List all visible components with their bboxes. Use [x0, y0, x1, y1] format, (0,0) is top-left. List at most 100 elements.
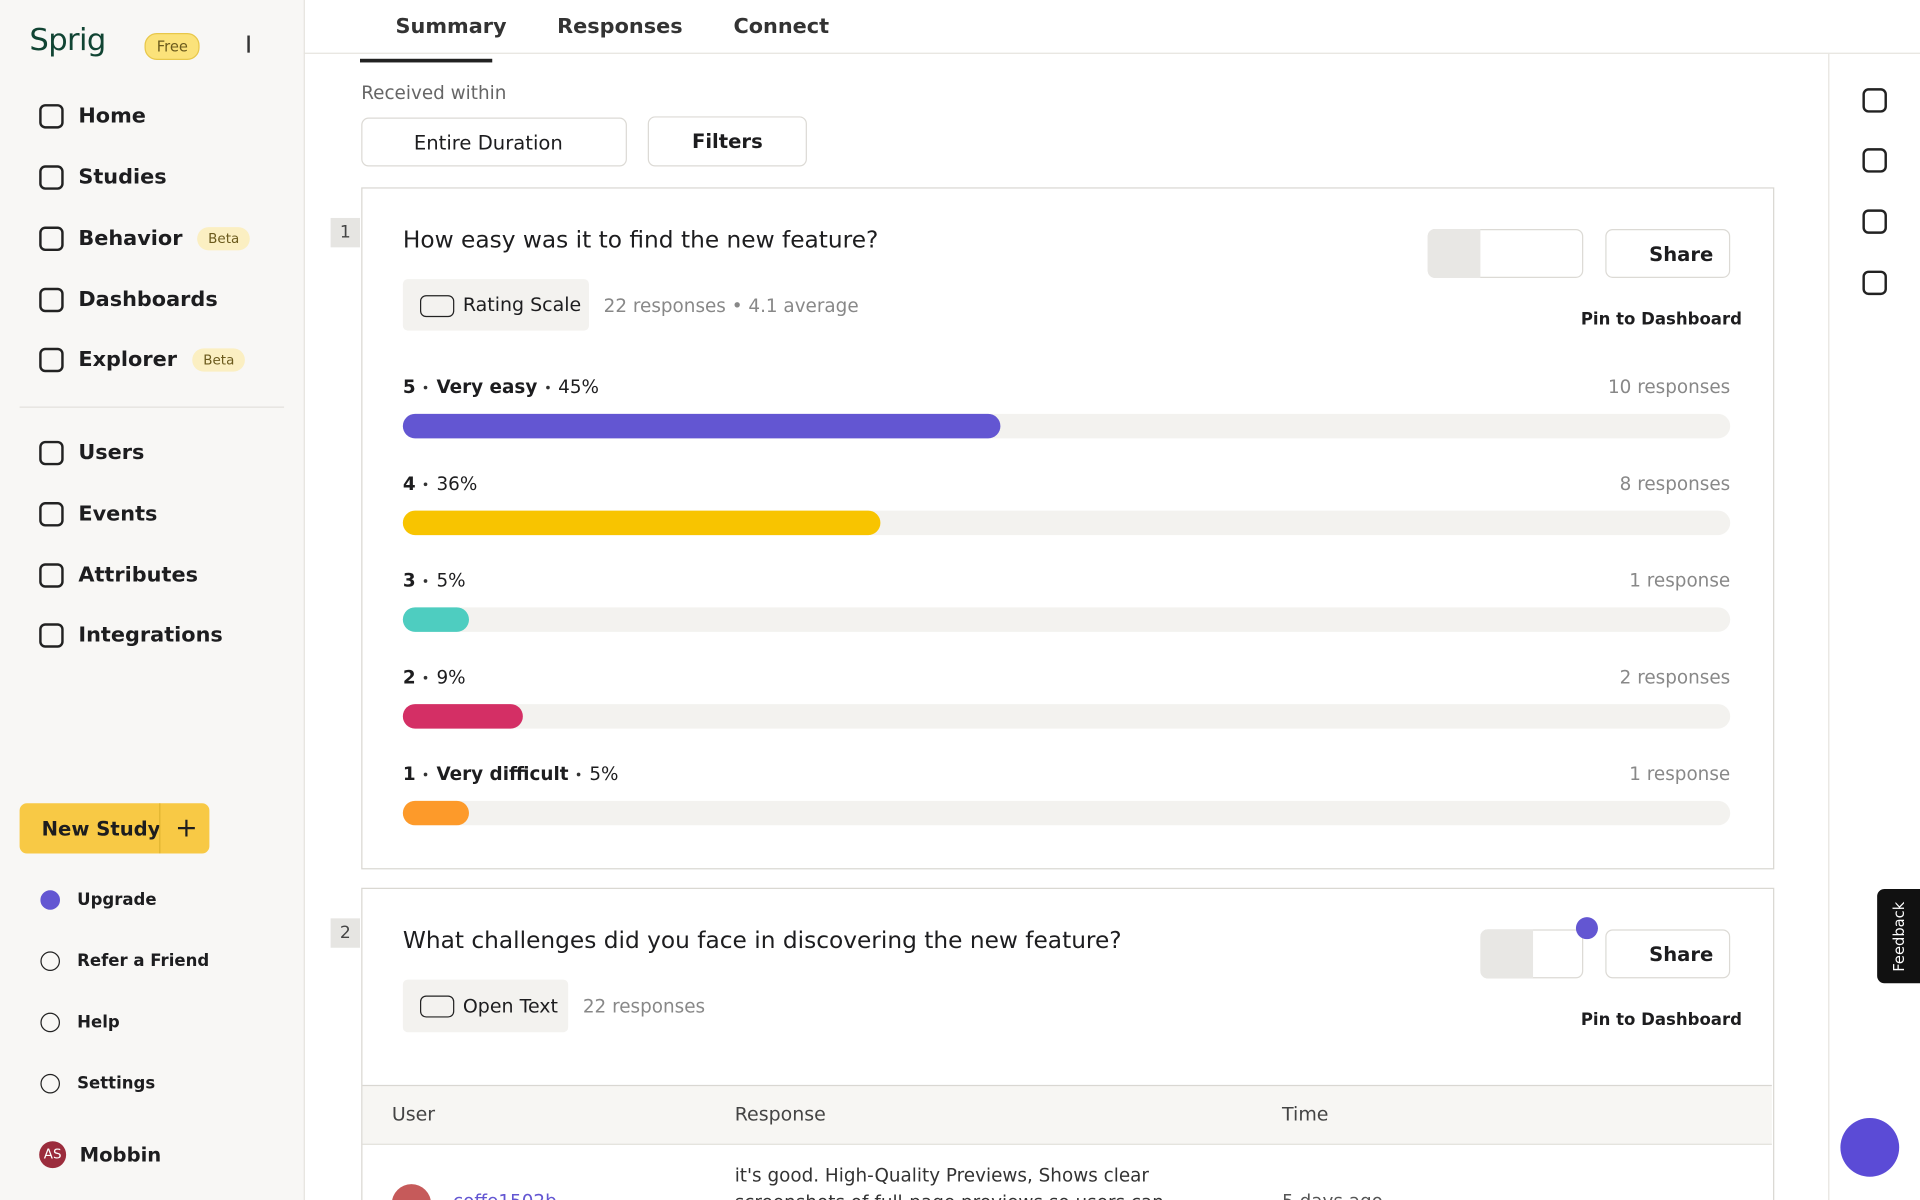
- beta-badge: Beta: [192, 348, 246, 372]
- option-percent: 9%: [436, 666, 466, 689]
- option-score: 2: [402, 666, 416, 689]
- filters-button[interactable]: Filters: [647, 116, 807, 167]
- rail-icon[interactable]: [1862, 148, 1887, 173]
- option-score: 5: [402, 375, 416, 398]
- share-button[interactable]: Share: [1605, 929, 1731, 979]
- question-type: Rating Scale: [402, 279, 589, 331]
- option-percent: 5%: [589, 762, 619, 785]
- option-percent: 45%: [558, 375, 599, 398]
- tab-underline: [360, 58, 493, 63]
- column-header: Response: [734, 1103, 826, 1126]
- question-type: Open Text: [402, 979, 569, 1033]
- type-icon: [420, 995, 455, 1018]
- nav-icon: [39, 104, 64, 129]
- column-header: User: [391, 1103, 436, 1126]
- option-score: 4: [402, 472, 416, 495]
- nav-item[interactable]: Explorer: [78, 347, 178, 373]
- pin-button[interactable]: Pin to Dashboard: [1580, 309, 1742, 330]
- type-icon: [420, 295, 455, 318]
- option-label: 2 9%: [403, 666, 466, 688]
- menu-item[interactable]: Refer a Friend: [77, 951, 210, 972]
- filter-label: Received within: [361, 82, 507, 105]
- bar-track: [402, 413, 1731, 439]
- beta-badge: Beta: [197, 227, 251, 251]
- column-header: Time: [1282, 1103, 1329, 1126]
- menu-icon: [40, 1012, 60, 1033]
- option-text: Very easy: [436, 375, 538, 398]
- tab[interactable]: Summary: [395, 14, 507, 40]
- feedback-tab[interactable]: [1877, 888, 1920, 984]
- toggle-active[interactable]: [1480, 929, 1534, 979]
- nav-icon: [39, 563, 64, 588]
- option-responses: 8 responses: [1619, 472, 1731, 495]
- nav-item[interactable]: Users: [78, 440, 145, 466]
- bar: [402, 607, 470, 632]
- nav-item[interactable]: Studies: [78, 165, 167, 190]
- rail-icon[interactable]: [1862, 209, 1887, 234]
- cell-time: 5 days ago: [1282, 1190, 1383, 1200]
- option-score: 1: [402, 762, 416, 785]
- menu-icon: [40, 890, 60, 910]
- cell-response: it's good. High-Quality Previews, Shows …: [734, 1164, 1164, 1200]
- plus-icon[interactable]: +: [175, 813, 198, 844]
- nav-item[interactable]: Events: [78, 502, 158, 527]
- divider: [19, 406, 285, 408]
- nav-item[interactable]: Integrations: [78, 623, 223, 648]
- nav-icon: [39, 226, 64, 252]
- share-button[interactable]: Share: [1605, 228, 1731, 278]
- menu-item[interactable]: Upgrade: [77, 890, 157, 910]
- rail-icon[interactable]: [1862, 88, 1887, 113]
- bar-track: [402, 510, 1731, 536]
- toggle-active[interactable]: [1427, 228, 1481, 278]
- question-meta: 22 responses • 4.1 average: [603, 295, 859, 318]
- bar: [402, 413, 1001, 439]
- nav-item[interactable]: Attributes: [78, 563, 198, 588]
- cell-user[interactable]: coffe1502b: [453, 1190, 557, 1200]
- separator: [424, 578, 428, 583]
- nav-icon: [39, 440, 64, 466]
- option-label: 4 36%: [403, 473, 477, 495]
- tab-border: [303, 52, 1920, 54]
- tab[interactable]: Connect: [733, 14, 830, 40]
- nav-item[interactable]: Behavior: [78, 226, 183, 252]
- separator: [424, 385, 428, 389]
- pin-button[interactable]: Pin to Dashboard: [1580, 1010, 1742, 1030]
- nav-icon: [39, 165, 64, 190]
- option-responses: 1 response: [1629, 569, 1731, 592]
- nav-icon: [39, 287, 64, 313]
- nav-icon: [39, 502, 64, 527]
- user-avatar: [391, 1184, 432, 1200]
- menu-item[interactable]: Help: [77, 1012, 120, 1033]
- user-name[interactable]: Mobbin: [79, 1143, 162, 1167]
- separator: [577, 772, 581, 776]
- option-text: Very difficult: [436, 762, 569, 785]
- option-label: 3 5%: [403, 569, 466, 591]
- question-title: How easy was it to find the new feature?: [402, 226, 879, 254]
- question-title: What challenges did you face in discover…: [402, 926, 1122, 954]
- feedback-label: Feedback: [1890, 901, 1908, 972]
- collapse-button[interactable]: [247, 35, 267, 53]
- tab[interactable]: Responses: [557, 14, 683, 40]
- nav-item[interactable]: Home: [78, 104, 146, 129]
- separator: [424, 772, 428, 776]
- rail-border: [1828, 53, 1830, 1200]
- avatar: AS: [39, 1141, 67, 1169]
- chat-button[interactable]: [1840, 1117, 1900, 1177]
- logo[interactable]: Sprig: [29, 22, 106, 58]
- new-study-label: New Study: [41, 817, 161, 841]
- bar-track: [402, 800, 1731, 826]
- nav-item[interactable]: Dashboards: [78, 287, 218, 313]
- bar: [402, 704, 523, 729]
- question-number: 1: [330, 217, 360, 248]
- plan-badge: Free: [144, 33, 201, 60]
- duration-select[interactable]: Entire Duration: [361, 117, 627, 167]
- new-study-button[interactable]: [19, 803, 210, 854]
- separator: [424, 675, 428, 679]
- divider: [159, 803, 161, 854]
- menu-item[interactable]: Settings: [77, 1073, 156, 1094]
- rail-icon[interactable]: [1862, 270, 1887, 296]
- separator: [424, 481, 428, 486]
- option-percent: 36%: [436, 472, 478, 495]
